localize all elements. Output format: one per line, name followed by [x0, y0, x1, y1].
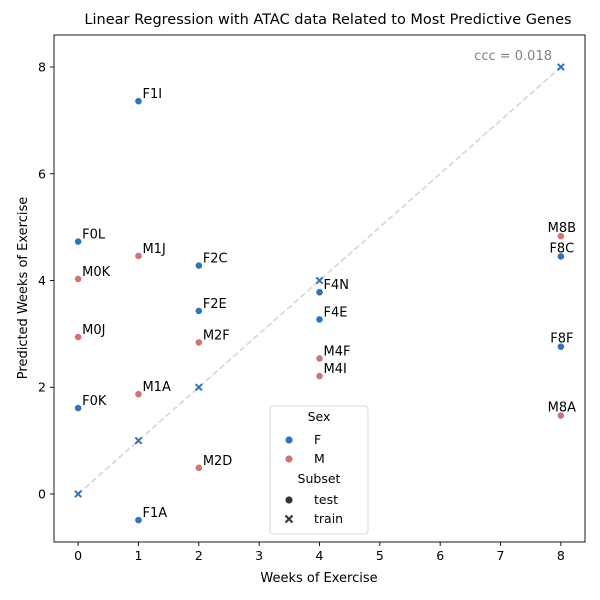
- test-point-M2F: [194, 338, 203, 347]
- test-point-M8B: [556, 232, 565, 241]
- test-point-F2C: [194, 261, 203, 270]
- x-tick-label: 5: [376, 548, 384, 563]
- x-tick-label: 1: [135, 548, 143, 563]
- legend-test-marker: [285, 496, 293, 504]
- train-point-2: [194, 383, 203, 392]
- legend-hue-title: Sex: [308, 409, 331, 424]
- test-point-M4I: [315, 372, 324, 380]
- point-label-F4N: F4N: [324, 278, 349, 293]
- point-label-M8A: M8A: [548, 401, 576, 416]
- x-tick-label: 7: [497, 548, 505, 563]
- y-tick-label: 6: [38, 166, 46, 181]
- test-point-F1A: [134, 516, 143, 525]
- point-label-F8F: F8F: [550, 332, 573, 347]
- legend-train-marker: [284, 514, 294, 524]
- legend: Sex F M Subset test train: [269, 405, 369, 535]
- legend-train-label: train: [314, 511, 343, 526]
- test-point-M1J: [134, 252, 143, 260]
- point-label-M0J: M0J: [82, 323, 105, 338]
- test-point-M8A: [556, 411, 565, 420]
- x-tick-label: 3: [255, 548, 263, 563]
- test-point-M0J: [74, 333, 83, 341]
- x-tick-label: 0: [74, 548, 82, 563]
- x-tick-label: 8: [557, 548, 565, 563]
- test-point-M2D: [194, 463, 203, 472]
- train-point-3: [315, 276, 324, 285]
- test-point-M4F: [315, 354, 324, 363]
- point-labels: F1I F0L M1J F2C M0K F4N F2E F4E M0J M2F M4F M4I M1A F…: [82, 87, 576, 521]
- test-point-M0K: [74, 274, 83, 283]
- y-tick-label: 8: [38, 60, 46, 75]
- train-point-1: [134, 436, 143, 445]
- point-label-M2D: M2D: [203, 454, 233, 469]
- y-axis-label: Predicted Weeks of Exercise: [16, 197, 31, 379]
- legend-box: [269, 405, 369, 535]
- x-tick-label: 4: [316, 548, 324, 563]
- test-point-F4N: [315, 288, 324, 297]
- chart-title: Linear Regression with ATAC data Related…: [84, 12, 571, 28]
- test-point-F0K: [74, 404, 83, 412]
- legend-f-label: F: [314, 432, 321, 447]
- legend-f-marker: [285, 436, 293, 444]
- test-point-M1A: [134, 390, 143, 399]
- point-label-M8B: M8B: [548, 221, 576, 236]
- x-axis-label: Weeks of Exercise: [260, 571, 377, 586]
- test-point-F1I: [134, 97, 143, 106]
- legend-m-label: M: [314, 451, 325, 466]
- point-label-F4E: F4E: [324, 305, 348, 320]
- point-label-M4I: M4I: [324, 362, 347, 377]
- point-label-F0K: F0K: [82, 394, 107, 409]
- x-tick-label: 2: [195, 548, 203, 563]
- x-axis-ticks: 0 1 2 3 4 5 6 7 8: [74, 542, 565, 563]
- point-label-M0K: M0K: [82, 265, 110, 280]
- y-tick-label: 4: [38, 273, 46, 288]
- point-label-F2C: F2C: [203, 252, 228, 267]
- y-tick-label: 2: [38, 380, 46, 395]
- test-point-F0L: [74, 237, 83, 246]
- test-point-F8C: [556, 252, 565, 261]
- point-label-F1I: F1I: [142, 87, 162, 102]
- test-points: [74, 97, 565, 525]
- train-point-0: [74, 490, 83, 498]
- train-point-4: [556, 63, 565, 71]
- legend-style-title: Subset: [298, 471, 341, 486]
- ccc-annotation: ccc = 0.018: [474, 49, 552, 64]
- point-label-M2F: M2F: [203, 328, 230, 343]
- point-label-M4F: M4F: [324, 344, 351, 359]
- y-axis-ticks: 0 2 4 6 8: [38, 60, 54, 501]
- train-points: [74, 63, 565, 498]
- point-label-M1A: M1A: [142, 380, 170, 395]
- point-label-F8C: F8C: [549, 241, 574, 256]
- legend-m-marker: [285, 455, 293, 463]
- plot-frame: [53, 34, 586, 543]
- y-tick-label: 0: [38, 486, 46, 501]
- test-point-F2E: [194, 307, 203, 315]
- test-point-F4E: [315, 315, 324, 324]
- point-label-F1A: F1A: [142, 506, 167, 521]
- legend-test-label: test: [314, 492, 338, 507]
- point-label-F0L: F0L: [82, 228, 106, 243]
- x-tick-label: 6: [436, 548, 444, 563]
- test-point-F8F: [556, 342, 565, 351]
- point-label-M1J: M1J: [142, 242, 165, 257]
- point-label-F2E: F2E: [203, 297, 227, 312]
